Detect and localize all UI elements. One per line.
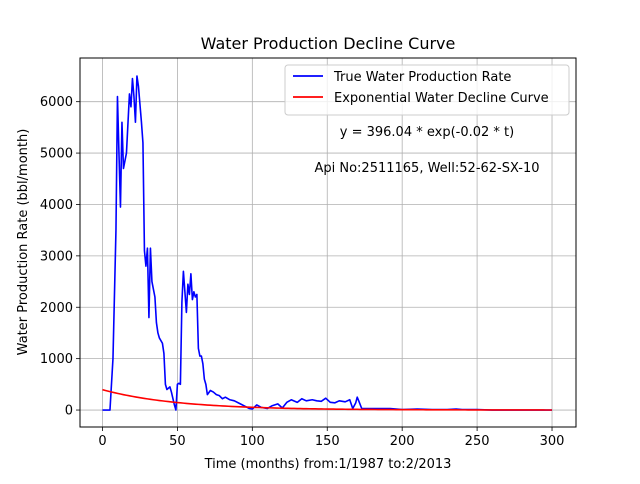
x-axis-ticks: 0 50 100 150 200 250 300	[98, 427, 564, 449]
legend-label-exponential: Exponential Water Decline Curve	[334, 91, 549, 106]
y-tick-label: 0	[65, 404, 73, 419]
y-axis-label: Water Production Rate (bbl/month)	[16, 129, 31, 356]
legend: True Water Production Rate Exponential W…	[284, 64, 570, 116]
y-tick-label: 1000	[40, 352, 73, 367]
y-tick-label: 6000	[40, 95, 73, 110]
series-line-exponential-decline-curve	[102, 388, 553, 411]
x-tick-label: 100	[240, 434, 265, 449]
well-annotation: Api No:2511165, Well:52-62-SX-10	[314, 161, 539, 176]
x-tick-label: 300	[540, 434, 565, 449]
plot-frame	[79, 57, 577, 428]
legend-box	[284, 64, 570, 116]
y-tick-label: 4000	[40, 198, 73, 213]
plot-area	[80, 58, 576, 427]
x-tick-label: 0	[98, 434, 106, 449]
x-grid	[102, 58, 553, 427]
x-tick-label: 50	[169, 434, 186, 449]
legend-label-true-rate: True Water Production Rate	[333, 70, 511, 85]
y-tick-label: 5000	[40, 147, 73, 162]
series-line-true-water-production-rate	[102, 75, 553, 411]
x-axis-label: Time (months) from:1/1987 to:2/2013	[204, 457, 452, 472]
y-tick-label: 2000	[40, 301, 73, 316]
x-tick-label: 250	[465, 434, 490, 449]
chart-title: Water Production Decline Curve	[201, 34, 456, 53]
x-tick-label: 200	[390, 434, 415, 449]
equation-annotation: y = 396.04 * exp(-0.02 * t)	[340, 125, 514, 140]
y-axis-ticks: 0 1000 2000 3000 4000 5000 6000	[40, 95, 80, 419]
series-layer	[102, 75, 553, 411]
x-tick-label: 150	[315, 434, 340, 449]
y-tick-label: 3000	[40, 249, 73, 264]
